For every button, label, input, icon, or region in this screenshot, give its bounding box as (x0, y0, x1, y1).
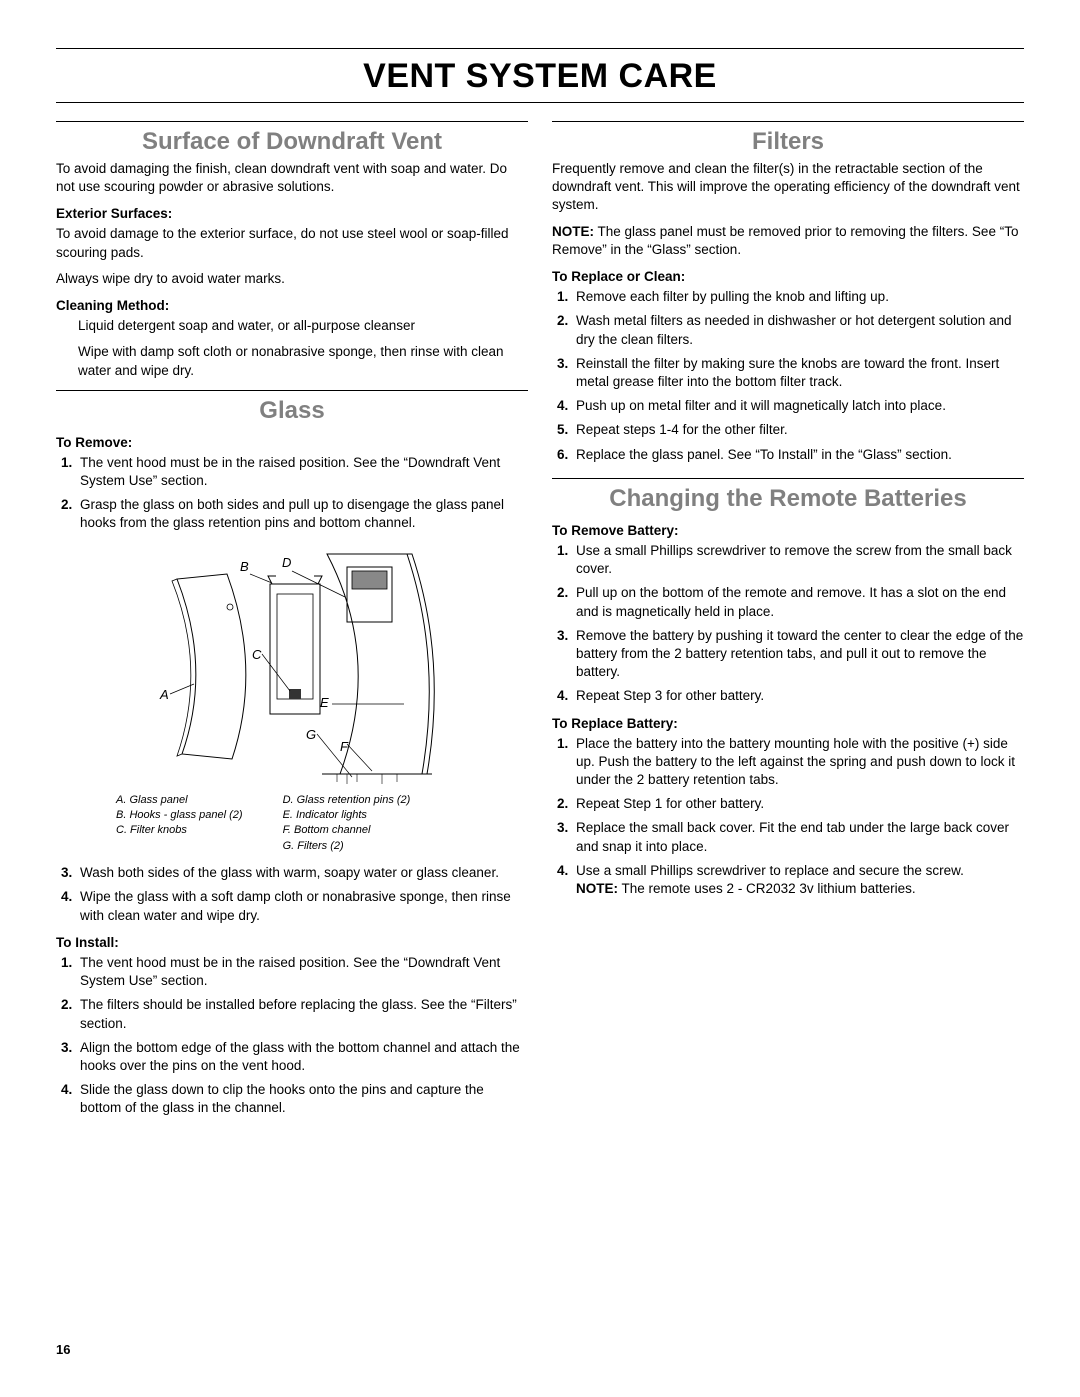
glass-diagram: A B C D E F G (122, 539, 462, 789)
diag-label-a: A (159, 687, 169, 702)
diag-label-g: G (306, 727, 316, 742)
rpb-li4: Use a small Phillips screwdriver to repl… (572, 862, 1024, 898)
right-column: Filters Frequently remove and clean the … (552, 121, 1024, 1124)
diag-label-e: E (320, 695, 329, 710)
remove-li3: Wash both sides of the glass with warm, … (76, 864, 528, 882)
legend-f: F. Bottom channel (283, 823, 411, 838)
section-filters-title: Filters (552, 121, 1024, 156)
to-install-head: To Install: (56, 935, 528, 950)
remove-li1: The vent hood must be in the raised posi… (76, 454, 528, 490)
install-list: The vent hood must be in the raised posi… (56, 954, 528, 1118)
rpb-li1: Place the battery into the battery mount… (572, 735, 1024, 790)
rpb-li2: Repeat Step 1 for other battery. (572, 795, 1024, 813)
clean-p1: Liquid detergent soap and water, or all-… (56, 317, 528, 335)
filters-note: NOTE: The glass panel must be removed pr… (552, 223, 1024, 259)
remove-list-a: The vent hood must be in the raised posi… (56, 454, 528, 533)
page-number: 16 (56, 1342, 70, 1357)
note-label: NOTE: (552, 224, 594, 239)
replace-battery-head: To Replace Battery: (552, 716, 1024, 731)
diagram-wrap: A B C D E F G (56, 539, 528, 789)
remove-li2: Grasp the glass on both sides and pull u… (76, 496, 528, 532)
diag-label-d: D (282, 555, 291, 570)
rpb-note-label: NOTE: (576, 881, 618, 896)
install-li2: The filters should be installed before r… (76, 996, 528, 1032)
diagram-legend: A. Glass panel B. Hooks - glass panel (2… (56, 793, 528, 855)
replace-battery-list: Place the battery into the battery mount… (552, 735, 1024, 899)
diag-label-b: B (240, 559, 249, 574)
columns: Surface of Downdraft Vent To avoid damag… (56, 121, 1024, 1124)
rpb-li3: Replace the small back cover. Fit the en… (572, 819, 1024, 855)
install-li3: Align the bottom edge of the glass with … (76, 1039, 528, 1075)
legend-g: G. Filters (2) (283, 839, 411, 854)
diag-label-f: F (340, 739, 349, 754)
rc-li4: Push up on metal filter and it will magn… (572, 397, 1024, 415)
legend-d: D. Glass retention pins (2) (283, 793, 411, 808)
exterior-surfaces-head: Exterior Surfaces: (56, 206, 528, 221)
clean-p2: Wipe with damp soft cloth or nonabrasive… (56, 343, 528, 379)
filters-intro: Frequently remove and clean the filter(s… (552, 160, 1024, 215)
to-remove-head: To Remove: (56, 435, 528, 450)
ext-surf-p1: To avoid damage to the exterior surface,… (56, 225, 528, 261)
divider (56, 390, 528, 391)
section-batteries-title: Changing the Remote Batteries (552, 478, 1024, 513)
rc-li3: Reinstall the filter by making sure the … (572, 355, 1024, 391)
main-title: VENT SYSTEM CARE (56, 48, 1024, 103)
replace-clean-head: To Replace or Clean: (552, 269, 1024, 284)
remove-list-b: Wash both sides of the glass with warm, … (56, 864, 528, 925)
rb-li2: Pull up on the bottom of the remote and … (572, 584, 1024, 620)
replace-clean-list: Remove each filter by pulling the knob a… (552, 288, 1024, 464)
rc-li5: Repeat steps 1-4 for the other filter. (572, 421, 1024, 439)
remove-battery-head: To Remove Battery: (552, 523, 1024, 538)
legend-e: E. Indicator lights (283, 808, 411, 823)
diag-label-c: C (252, 647, 262, 662)
install-li4: Slide the glass down to clip the hooks o… (76, 1081, 528, 1117)
left-column: Surface of Downdraft Vent To avoid damag… (56, 121, 528, 1124)
ext-surf-p2: Always wipe dry to avoid water marks. (56, 270, 528, 288)
rpb-note-text: The remote uses 2 - CR2032 3v lithium ba… (618, 881, 916, 896)
section-glass-title: Glass (56, 397, 528, 425)
rb-li4: Repeat Step 3 for other battery. (572, 687, 1024, 705)
cleaning-method-head: Cleaning Method: (56, 298, 528, 313)
remove-battery-list: Use a small Phillips screwdriver to remo… (552, 542, 1024, 706)
legend-a: A. Glass panel (116, 793, 243, 808)
rc-li1: Remove each filter by pulling the knob a… (572, 288, 1024, 306)
rc-li6: Replace the glass panel. See “To Install… (572, 446, 1024, 464)
filters-note-text: The glass panel must be removed prior to… (552, 224, 1018, 257)
legend-b: B. Hooks - glass panel (2) (116, 808, 243, 823)
remove-li4: Wipe the glass with a soft damp cloth or… (76, 888, 528, 924)
rb-li1: Use a small Phillips screwdriver to remo… (572, 542, 1024, 578)
section-surface-title: Surface of Downdraft Vent (56, 121, 528, 156)
rc-li2: Wash metal filters as needed in dishwash… (572, 312, 1024, 348)
rb-li3: Remove the battery by pushing it toward … (572, 627, 1024, 682)
install-li1: The vent hood must be in the raised posi… (76, 954, 528, 990)
surface-intro: To avoid damaging the finish, clean down… (56, 160, 528, 196)
rpb-li4-text: Use a small Phillips screwdriver to repl… (576, 863, 964, 878)
legend-c: C. Filter knobs (116, 823, 243, 838)
